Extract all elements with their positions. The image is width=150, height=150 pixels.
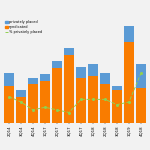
Bar	[40, 74, 50, 81]
Bar	[28, 78, 38, 84]
Bar	[76, 78, 86, 123]
Bar	[112, 90, 122, 123]
Bar	[4, 86, 14, 123]
Bar	[28, 84, 38, 123]
Bar	[88, 64, 98, 76]
Bar	[16, 90, 26, 97]
Bar	[16, 97, 26, 123]
Bar	[112, 86, 122, 90]
Bar	[100, 84, 110, 123]
Bar	[52, 68, 62, 123]
Bar	[64, 55, 74, 123]
Bar	[136, 64, 146, 88]
Bar	[40, 81, 50, 123]
Bar	[64, 48, 74, 55]
Bar	[100, 73, 110, 84]
Bar	[4, 73, 14, 86]
Bar	[52, 61, 62, 68]
Bar	[124, 42, 134, 123]
Bar	[88, 76, 98, 123]
Legend: privately placed, syndicated, % privately placed: privately placed, syndicated, % privatel…	[5, 20, 43, 35]
Bar	[124, 26, 134, 42]
Bar	[76, 67, 86, 78]
Bar	[136, 88, 146, 123]
